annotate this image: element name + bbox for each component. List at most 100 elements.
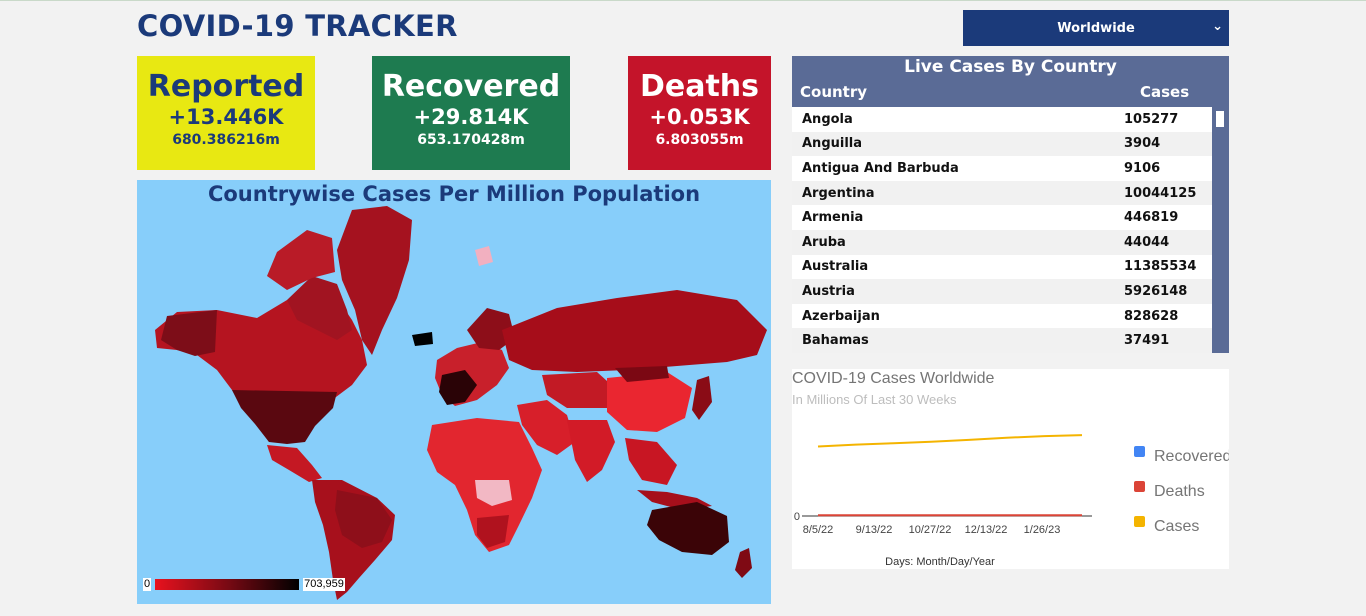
map-color-legend: 0 703,959 [143,577,345,591]
column-header-cases: Cases [1140,83,1190,101]
table-row[interactable]: Bahamas 37491 [792,328,1212,353]
reported-card: Reported +13.446K 680.386216m [137,56,315,170]
map-greenland [337,206,412,355]
legend-min-label: 0 [143,577,152,591]
map-svalbard [475,246,493,266]
country-cell: Bahamas [802,333,869,349]
map-south-africa [477,515,509,548]
cases-cell: 105277 [1124,111,1179,127]
table-row[interactable]: Armenia 446819 [792,205,1212,230]
x-axis-label: Days: Month/Day/Year [885,556,995,568]
country-cell: Armenia [802,210,864,226]
chevron-down-icon: ⌄ [1212,19,1223,34]
cases-line-chart-panel: COVID-19 Cases Worldwide In Millions Of … [792,369,1229,569]
deaths-label: Deaths [639,69,760,104]
map-china [607,372,692,432]
cases-cell: 9106 [1124,160,1161,176]
table-header: Country Cases [792,78,1229,106]
table-row[interactable]: Australia 11385534 [792,254,1212,280]
series-line-cases [817,434,1083,448]
x-tick-label: 9/13/22 [856,524,893,536]
map-mongolia [615,366,669,382]
map-russia [502,290,767,372]
country-cell: Angola [802,111,853,127]
legend-label-deaths: Deaths [1154,483,1205,500]
cases-cell: 44044 [1124,234,1170,250]
map-arctic-islands [267,230,335,290]
map-central-america [267,445,322,482]
legend-gradient-bar [155,578,300,590]
table-title: Live Cases By Country [904,57,1117,77]
x-tick-label: 8/5/22 [803,524,834,536]
deaths-total: 6.803055m [655,132,744,148]
country-cell: Austria [802,283,855,299]
legend-label-recovered: Recovered [1154,448,1229,465]
legend-max-label: 703,959 [303,577,345,591]
map-southeast-asia [625,438,677,485]
world-map[interactable] [137,180,771,604]
x-tick-label: 12/13/22 [965,524,1008,536]
map-brazil [335,490,392,548]
map-australia [647,502,729,555]
column-header-country: Country [800,83,868,101]
region-select-value: Worldwide [1057,20,1135,36]
line-chart-subtitle: In Millions Of Last 30 Weeks [792,392,957,407]
table-row[interactable]: Angola 105277 [792,107,1212,132]
legend-swatch-recovered [1134,446,1145,457]
cases-cell: 37491 [1124,333,1170,349]
region-select[interactable]: Worldwide ⌄ [963,10,1229,46]
x-tick-label: 10/27/22 [909,524,952,536]
table-row[interactable]: Argentina 10044125 [792,180,1212,206]
country-cell: Aruba [802,234,846,250]
y-tick-label: 0 [794,511,800,523]
map-india [567,420,615,482]
map-usa [232,390,337,444]
table-row[interactable]: Anguilla 3904 [792,131,1212,157]
country-cell: Anguilla [802,136,863,152]
map-central-africa [475,480,512,506]
map-new-zealand [735,548,752,578]
reported-total: 680.386216m [172,132,280,148]
map-japan [692,376,712,420]
map-western-europe [439,370,477,405]
legend-swatch-deaths [1134,481,1145,492]
recovered-label: Recovered [381,69,561,104]
table-row[interactable]: Aruba 44044 [792,229,1212,255]
country-cell: Azerbaijan [802,308,880,324]
legend-swatch-cases [1134,516,1145,527]
cases-cell: 828628 [1124,308,1179,324]
table-row[interactable]: Austria 5926148 [792,279,1212,304]
app-title: COVID-19 TRACKER [137,9,458,43]
reported-label: Reported [147,69,305,104]
table-row[interactable]: Azerbaijan 828628 [792,303,1212,329]
reported-delta: +13.446K [168,105,284,129]
world-map-panel[interactable]: Countrywise Cases Per Million Population… [137,180,771,604]
country-cell: Australia [802,259,869,275]
deaths-delta: +0.053K [649,105,750,129]
live-cases-table[interactable]: Live Cases By Country Country Cases Ango… [792,56,1229,353]
cases-cell: 11385534 [1124,259,1197,275]
cases-cell: 446819 [1124,210,1179,226]
deaths-card: Deaths +0.053K 6.803055m [628,56,771,170]
x-tick-label: 1/26/23 [1024,524,1061,536]
table-row[interactable]: Antigua And Barbuda 9106 [792,156,1212,181]
map-central-asia [542,372,617,408]
map-title: Countrywise Cases Per Million Population [207,182,701,206]
cases-cell: 10044125 [1124,185,1197,201]
map-canada-east [287,276,352,340]
cases-line-chart: 08/5/22 9/13/22 10/27/22 12/13/22 1/26/23 Rec… [794,434,1229,568]
country-cell: Antigua And Barbuda [802,160,959,176]
recovered-card: Recovered +29.814K 653.170428m [372,56,570,170]
table-rows: Angola 105277 Anguilla 3904 Antigua And Ba… [792,107,1212,353]
line-chart-title: COVID-19 Cases Worldwide [792,370,995,387]
map-scandinavia [467,308,515,350]
recovered-total: 653.170428m [417,132,525,148]
map-iceland [412,332,433,346]
cases-cell: 3904 [1124,136,1161,152]
country-cell: Argentina [802,185,875,201]
recovered-delta: +29.814K [413,105,529,129]
table-scrollbar-thumb[interactable] [1216,111,1224,127]
map-alaska [161,310,217,356]
cases-cell: 5926148 [1124,283,1188,299]
map-middle-east [517,400,575,455]
